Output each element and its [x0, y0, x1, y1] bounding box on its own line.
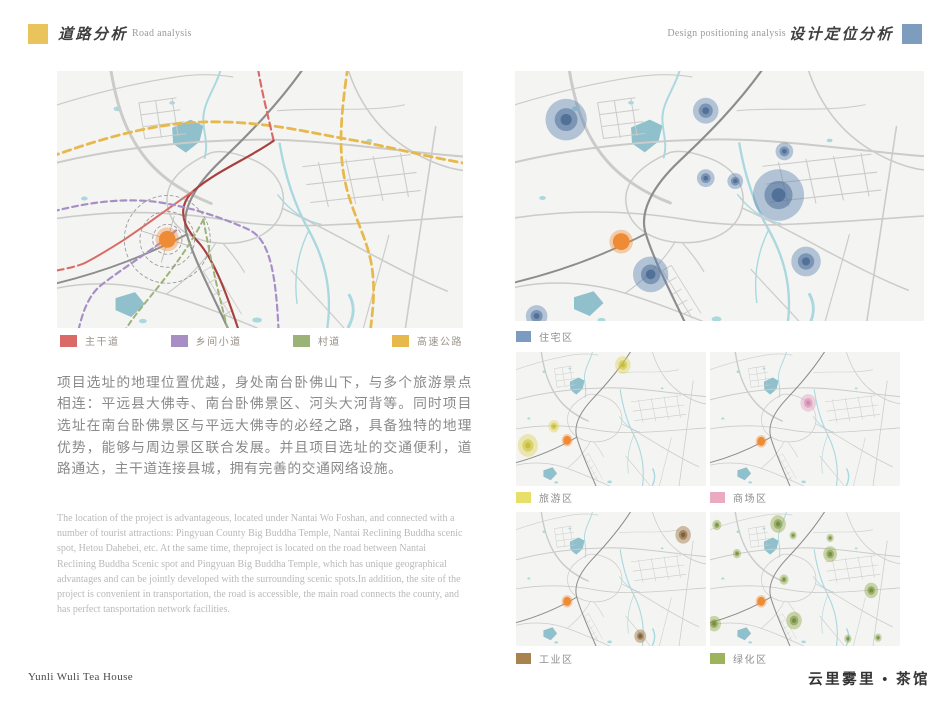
residential-map-svg	[515, 71, 924, 321]
legend-tourism-zone: 旅游区	[516, 490, 574, 505]
industrial-swatch	[516, 653, 531, 664]
road-analysis-map	[57, 71, 463, 328]
header-title-zh: 设计定位分析	[788, 27, 894, 43]
road-analysis-map-svg	[57, 71, 463, 328]
footer-project-name-en: Yunli Wuli Tea House	[28, 671, 134, 683]
industrial-zone-map	[516, 512, 706, 646]
legend-village-road: 村道	[292, 333, 341, 348]
green-zone-map	[710, 512, 900, 646]
mall-label: 商场区	[733, 494, 768, 505]
legend-industrial-zone: 工业区	[516, 651, 574, 666]
header-title-en: Design positioning analysis	[667, 28, 786, 39]
tourism-swatch	[516, 492, 531, 503]
tourism-label: 旅游区	[539, 494, 574, 505]
green-map-svg	[710, 512, 900, 646]
legend-country-lane: 乡间小道	[170, 333, 242, 348]
legend-main-road: 主干道	[60, 333, 120, 348]
mall-swatch	[710, 492, 725, 503]
industrial-label: 工业区	[539, 655, 574, 666]
footer-project-name-zh: 云里雾里 • 茶馆	[808, 672, 930, 688]
residential-swatch	[516, 331, 531, 342]
legend-residential-zone: 住宅区	[516, 329, 574, 344]
main-road-label: 主干道	[85, 337, 120, 348]
main-road-swatch	[60, 334, 77, 347]
header-title-en: Road analysis	[132, 28, 192, 39]
residential-zone-map	[515, 71, 924, 321]
legend-highway: 高速公路	[391, 333, 463, 348]
village-road-swatch	[292, 334, 310, 347]
blue-square-icon	[902, 23, 922, 44]
header-road-analysis: 道路分析 Road analysis	[28, 23, 192, 44]
yellow-square-icon	[28, 23, 48, 44]
header-title-zh: 道路分析	[58, 27, 129, 43]
industrial-map-svg	[516, 512, 706, 646]
country-lane-label: 乡间小道	[195, 337, 242, 348]
mall-map-svg	[710, 352, 900, 486]
header-design-positioning: Design positioning analysis 设计定位分析	[667, 23, 922, 44]
tourism-map-svg	[516, 352, 706, 486]
highway-label: 高速公路	[416, 337, 463, 348]
description-paragraph-zh: 项目选址的地理位置优越，身处南台卧佛山下，与多个旅游景点相连：平远县大佛寺、南台…	[57, 374, 472, 477]
village-road-label: 村道	[317, 337, 341, 348]
tourism-zone-map	[516, 352, 706, 486]
legend-green-zone: 绿化区	[710, 651, 768, 666]
description-paragraph-en: The location of the project is advantage…	[57, 513, 463, 616]
green-swatch	[710, 653, 725, 664]
green-label: 绿化区	[733, 655, 768, 666]
mall-zone-map	[710, 352, 900, 486]
residential-label: 住宅区	[539, 333, 574, 344]
highway-swatch	[391, 334, 409, 347]
road-legend: 主干道 乡间小道 村道 高速公路	[60, 333, 463, 348]
country-lane-swatch	[170, 334, 188, 347]
legend-mall-zone: 商场区	[710, 490, 768, 505]
